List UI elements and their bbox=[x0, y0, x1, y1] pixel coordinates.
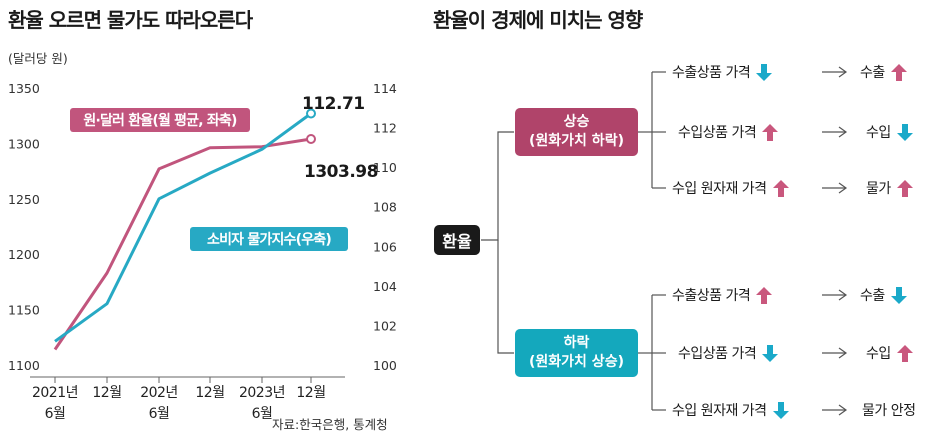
fall-leaf-export-price: 수출상품 가격 bbox=[672, 285, 773, 305]
rise-result-import: 수입 bbox=[866, 122, 913, 142]
diagram-title: 환율이 경제에 미치는 영향 bbox=[433, 8, 643, 32]
arrow-down-icon bbox=[756, 63, 773, 81]
series-label-exchange-rate: 원·달러 환율(월 평균, 좌축) bbox=[83, 112, 237, 129]
fall-leaf-import-price: 수입상품 가격 bbox=[678, 343, 779, 363]
right-axis-tick-label: 102 bbox=[373, 318, 397, 333]
series-label-cpi: 소비자 물가지수(우축) bbox=[207, 232, 331, 248]
rise-result-export: 수출 bbox=[860, 62, 907, 82]
left-axis-tick-label: 1250 bbox=[8, 192, 40, 207]
arrow-up-icon bbox=[896, 179, 913, 197]
result-label: 수입 bbox=[866, 125, 891, 141]
rise-leaf-export-price: 수출상품 가격 bbox=[672, 62, 773, 82]
arrow-up-icon bbox=[762, 123, 779, 141]
result-label: 물가 bbox=[866, 181, 891, 197]
data-label-cpi: 112.71 bbox=[302, 94, 365, 114]
leaf-label: 수출상품 가격 bbox=[672, 288, 751, 304]
left-axis-tick-label: 1100 bbox=[8, 358, 40, 373]
data-label-exchange-rate: 1303.98 bbox=[304, 162, 378, 182]
diagram-connectors bbox=[481, 66, 848, 416]
result-label: 수출 bbox=[860, 65, 885, 81]
arrow-up-icon bbox=[896, 179, 913, 197]
fall-result-price-stability: 물가 안정 bbox=[862, 400, 916, 420]
arrow-down-icon bbox=[772, 401, 789, 419]
right-axis-tick-label: 106 bbox=[373, 239, 397, 254]
line-chart: 1100 1150 1200 1250 1300 1350 100 102 104 106 108 1… bbox=[8, 81, 397, 422]
right-axis-tick-label: 114 bbox=[373, 81, 397, 96]
rise-node: 상승 (원화가치 하락) bbox=[515, 108, 638, 156]
right-axis-tick-label: 100 bbox=[373, 358, 397, 373]
arrow-down-icon bbox=[762, 344, 779, 362]
arrow-down-icon bbox=[762, 344, 779, 362]
series-line-cpi bbox=[54, 112, 312, 343]
leaf-label: 수입 원자재 가격 bbox=[672, 403, 767, 419]
source-note: 자료:한국은행, 통계청 bbox=[272, 417, 388, 432]
leaf-label: 수입상품 가격 bbox=[678, 125, 757, 141]
result-label: 수입 bbox=[866, 346, 891, 362]
rise-result-prices: 물가 bbox=[866, 178, 913, 198]
x-tick-label: 202년 bbox=[140, 385, 178, 401]
rise-leaf-import-price: 수입상품 가격 bbox=[678, 122, 779, 142]
arrow-down-icon bbox=[756, 63, 773, 81]
arrow-down-icon bbox=[890, 286, 907, 304]
right-axis-tick-label: 110 bbox=[373, 160, 397, 175]
fall-label: 하락 bbox=[563, 335, 590, 351]
arrow-up-icon bbox=[896, 344, 913, 362]
fall-node: 하락 (원화가치 상승) bbox=[515, 329, 638, 377]
arrow-up-icon bbox=[896, 344, 913, 362]
left-axis-tick-label: 1350 bbox=[8, 81, 40, 96]
left-axis-tick-label: 1150 bbox=[8, 303, 40, 318]
arrow-down-icon bbox=[896, 123, 913, 141]
arrow-up-icon bbox=[772, 179, 789, 197]
right-axis-tick-label: 108 bbox=[373, 200, 397, 215]
series-line-exchange-rate bbox=[53, 137, 312, 351]
leaf-label: 수입 원자재 가격 bbox=[672, 181, 767, 197]
x-tick-label: 12월 bbox=[296, 385, 325, 401]
leaf-label: 수입상품 가격 bbox=[678, 346, 757, 362]
series-label-exchange-rate-bg bbox=[70, 108, 250, 132]
fall-leaf-raw-material-price: 수입 원자재 가격 bbox=[672, 400, 789, 420]
rise-sublabel: (원화가치 하락) bbox=[529, 133, 624, 149]
arrow-down-icon bbox=[896, 123, 913, 141]
arrow-down-icon bbox=[890, 286, 907, 304]
x-tick-label: 2021년 bbox=[32, 385, 78, 401]
end-point-cpi bbox=[306, 108, 316, 119]
arrow-up-icon bbox=[762, 123, 779, 141]
fall-sublabel: (원화가치 상승) bbox=[529, 354, 624, 370]
arrow-up-icon bbox=[756, 286, 773, 304]
root-label: 환율 bbox=[442, 232, 472, 251]
x-tick-label: 12월 bbox=[92, 385, 121, 401]
end-point-exchange-rate bbox=[306, 133, 316, 144]
unit-label: (달러당 원) bbox=[8, 51, 68, 66]
x-tick-label: 6월 bbox=[45, 406, 66, 422]
rise-label: 상승 bbox=[563, 114, 590, 130]
x-tick-label: 2023년 bbox=[239, 385, 285, 401]
arrow-up-icon bbox=[772, 179, 789, 197]
left-axis-tick-label: 1200 bbox=[8, 247, 40, 262]
right-axis-tick-label: 112 bbox=[373, 121, 397, 136]
fall-result-import: 수입 bbox=[866, 343, 913, 363]
result-label: 수출 bbox=[860, 288, 885, 304]
rise-leaf-raw-material-price: 수입 원자재 가격 bbox=[672, 178, 789, 198]
left-axis-tick-label: 1300 bbox=[8, 136, 40, 151]
result-label: 물가 안정 bbox=[862, 403, 916, 419]
arrow-up-icon bbox=[890, 63, 907, 81]
x-tick-label: 6월 bbox=[252, 406, 273, 422]
leaf-label: 수출상품 가격 bbox=[672, 65, 751, 81]
chart-title: 환율 오르면 물가도 따라오른다 bbox=[8, 8, 253, 32]
arrow-up-icon bbox=[890, 63, 907, 81]
right-axis-tick-label: 104 bbox=[373, 279, 397, 294]
x-tick-label: 6월 bbox=[149, 406, 170, 422]
arrow-up-icon bbox=[756, 286, 773, 304]
root-node-exchange-rate: 환율 bbox=[434, 225, 480, 255]
fall-result-export: 수출 bbox=[860, 285, 907, 305]
series-label-cpi-bg bbox=[190, 227, 348, 251]
x-tick-label: 12월 bbox=[195, 385, 224, 401]
arrow-down-icon bbox=[772, 401, 789, 419]
